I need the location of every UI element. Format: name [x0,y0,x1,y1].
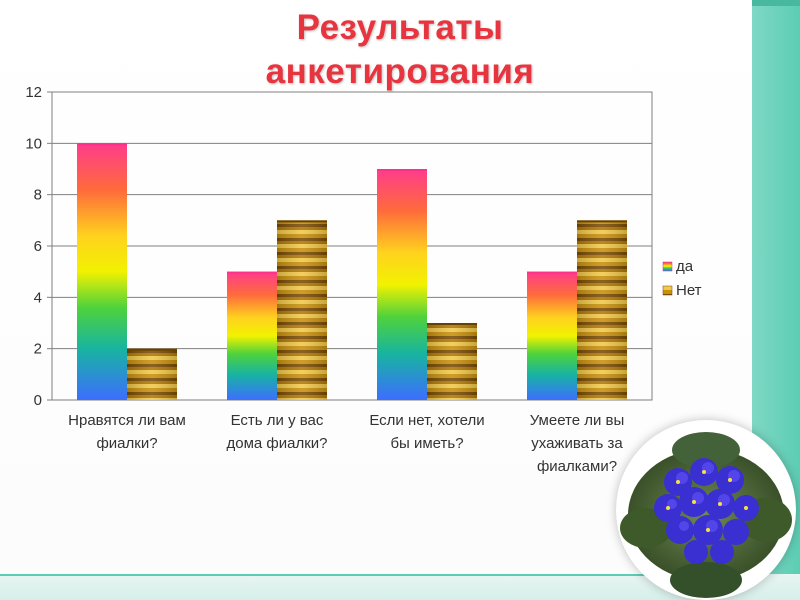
decorative-bottom-line [0,574,752,576]
x-tick-label: Умеете ли вы [530,412,625,429]
x-tick-label: Есть ли у вас [231,412,324,429]
bars [77,143,627,401]
bar-sheen [127,348,177,400]
y-tick-label: 8 [34,187,42,204]
bar-sheen [427,323,477,400]
y-tick-labels: 0 2 4 6 8 10 12 [25,84,42,409]
bar-da-3 [377,169,427,400]
x-tick-label: бы иметь? [390,435,463,452]
y-tick-label: 12 [25,84,42,101]
violet-photo [616,420,796,600]
legend-swatch [662,261,673,272]
y-tick-label: 6 [34,238,42,255]
title-line-2: анкетирования [265,52,535,91]
decorative-top-edge [752,0,800,6]
bar-da-4 [527,271,577,400]
x-tick-label: ухаживать за [531,435,623,452]
legend-swatch [662,285,673,296]
slide-title: Результаты анкетирования [180,6,620,94]
x-tick-label: Нравятся ли вам [68,412,186,429]
x-tick-label: фиалки? [96,435,157,452]
bar-sheen [277,220,327,400]
title-line-1: Результаты [296,8,504,47]
y-tick-label: 2 [34,341,42,358]
legend: да Нет [662,258,702,299]
x-tick-label: дома фиалки? [226,435,327,452]
y-tick-label: 4 [34,289,42,306]
bar-da-1 [77,143,127,401]
legend-label: да [676,258,694,275]
x-tick-labels: Нравятся ли вам фиалки? Есть ли у вас дома … [68,412,624,475]
bar-sheen [577,220,627,400]
violet-flowerpot-icon [620,432,792,598]
x-tick-label: Если нет, хотели [369,412,484,429]
bar-da-2 [227,271,277,400]
legend-label: Нет [676,282,702,299]
y-tick-label: 0 [34,392,42,409]
x-tick-label: фиалками? [537,458,617,475]
y-tick-label: 10 [25,135,42,152]
